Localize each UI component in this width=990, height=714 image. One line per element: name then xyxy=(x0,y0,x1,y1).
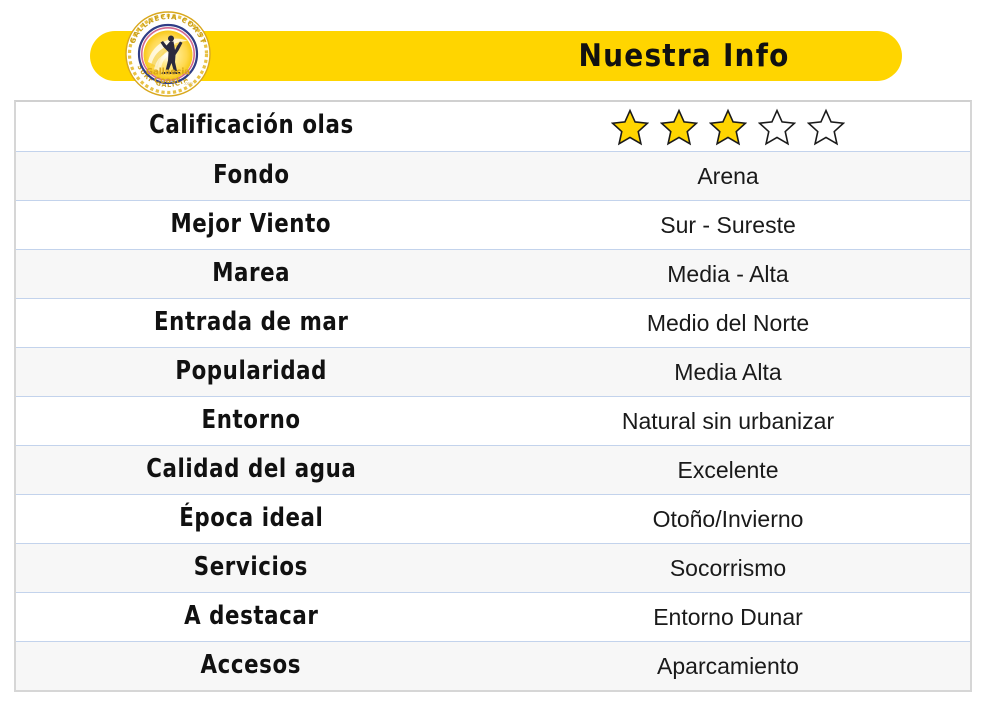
row-value-cell: Media - Alta xyxy=(486,250,970,298)
row-label-cell: Calificación olas xyxy=(16,102,486,151)
row-value-cell: Otoño/Invierno xyxy=(486,495,970,543)
row-value: Medio del Norte xyxy=(646,309,810,336)
table-row: Calificación olas xyxy=(16,102,970,151)
table-row: Mejor Viento Sur - Sureste xyxy=(16,200,970,249)
table-row: A destacar Entorno Dunar xyxy=(16,592,970,641)
info-table: Calificación olas Fondo Arena xyxy=(14,100,972,692)
row-value: Otoño/Invierno xyxy=(652,505,804,532)
row-value: Arena xyxy=(697,162,759,189)
row-label-cell: Fondo xyxy=(16,152,486,200)
row-label-cell: Accesos xyxy=(16,642,486,690)
row-label-cell: Marea xyxy=(16,250,486,298)
row-value-cell: Excelente xyxy=(486,446,970,494)
row-label-cell: Entrada de mar xyxy=(16,299,486,347)
table-row: Fondo Arena xyxy=(16,151,970,200)
row-label-cell: A destacar xyxy=(16,593,486,641)
row-value: Media - Alta xyxy=(667,260,789,287)
row-value-cell: Arena xyxy=(486,152,970,200)
row-value-cell: Aparcamiento xyxy=(486,642,970,690)
wave-rating xyxy=(611,108,845,146)
row-value-cell xyxy=(486,102,970,151)
row-label: A destacar xyxy=(183,601,319,631)
header-banner: Nuestra Info xyxy=(90,31,902,81)
row-value: Socorrismo xyxy=(669,554,787,581)
row-label-cell: Entorno xyxy=(16,397,486,445)
row-value: Excelente xyxy=(677,456,779,483)
row-label: Entorno xyxy=(201,405,301,435)
table-row: Calidad del agua Excelente xyxy=(16,445,970,494)
row-label: Marea xyxy=(212,258,290,288)
table-row: Entrada de mar Medio del Norte xyxy=(16,298,970,347)
row-label: Calificación olas xyxy=(148,110,354,141)
row-label-cell: Calidad del agua xyxy=(16,446,486,494)
row-label: Calidad del agua xyxy=(145,454,357,484)
row-value: Sur - Sureste xyxy=(660,211,796,238)
row-value-cell: Medio del Norte xyxy=(486,299,970,347)
row-value: Natural sin urbanizar xyxy=(621,407,835,434)
row-value-cell: Media Alta xyxy=(486,348,970,396)
svg-text:Gallaecia: Gallaecia xyxy=(146,68,190,78)
row-value: Media Alta xyxy=(674,358,782,385)
header: Nuestra Info GALL xyxy=(0,0,990,98)
row-value: Entorno Dunar xyxy=(653,603,803,630)
row-label: Fondo xyxy=(212,160,290,190)
row-label: Accesos xyxy=(200,650,302,680)
page-title: Nuestra Info xyxy=(578,36,790,74)
table-row: Marea Media - Alta xyxy=(16,249,970,298)
star-filled-icon xyxy=(709,108,747,145)
table-row: Popularidad Media Alta xyxy=(16,347,970,396)
row-label: Popularidad xyxy=(175,356,327,386)
star-empty-icon xyxy=(758,108,796,145)
row-label-cell: Popularidad xyxy=(16,348,486,396)
star-filled-icon xyxy=(611,108,649,145)
row-value: Aparcamiento xyxy=(657,652,799,679)
row-label: Servicios xyxy=(193,552,309,582)
row-value-cell: Socorrismo xyxy=(486,544,970,592)
row-value-cell: Sur - Sureste xyxy=(486,201,970,249)
row-value-cell: Entorno Dunar xyxy=(486,593,970,641)
row-value-cell: Natural sin urbanizar xyxy=(486,397,970,445)
row-label-cell: Época ideal xyxy=(16,495,486,543)
table-row: Entorno Natural sin urbanizar xyxy=(16,396,970,445)
row-label: Época ideal xyxy=(178,503,324,533)
table-row: Época ideal Otoño/Invierno xyxy=(16,494,970,543)
row-label-cell: Servicios xyxy=(16,544,486,592)
brand-logo-icon: GALLAECIA COAST SURF GALICIA xyxy=(124,10,212,98)
svg-text:.com: .com xyxy=(184,82,193,86)
row-label-cell: Mejor Viento xyxy=(16,201,486,249)
svg-text:Coast: Coast xyxy=(154,75,180,85)
table-row: Servicios Socorrismo xyxy=(16,543,970,592)
star-filled-icon xyxy=(660,108,698,145)
table-row: Accesos Aparcamiento xyxy=(16,641,970,690)
row-label: Entrada de mar xyxy=(153,307,349,337)
star-empty-icon xyxy=(807,108,845,145)
row-label: Mejor Viento xyxy=(170,209,332,239)
